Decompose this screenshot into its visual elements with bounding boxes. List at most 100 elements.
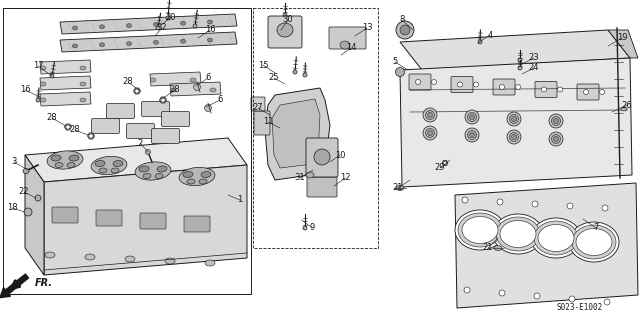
Text: 6: 6 <box>205 73 211 83</box>
Ellipse shape <box>493 214 543 254</box>
Polygon shape <box>608 30 638 58</box>
Circle shape <box>534 293 540 299</box>
Polygon shape <box>400 58 632 187</box>
Polygon shape <box>88 133 95 139</box>
Circle shape <box>552 135 561 144</box>
Ellipse shape <box>99 168 107 173</box>
Ellipse shape <box>127 41 131 46</box>
Ellipse shape <box>154 22 159 26</box>
Ellipse shape <box>165 258 175 264</box>
Ellipse shape <box>69 155 79 161</box>
Bar <box>253 8 378 248</box>
Circle shape <box>509 115 518 123</box>
Circle shape <box>602 205 608 211</box>
Circle shape <box>161 98 165 102</box>
Ellipse shape <box>143 174 151 179</box>
Ellipse shape <box>47 151 83 169</box>
Ellipse shape <box>125 256 135 262</box>
Ellipse shape <box>23 168 29 174</box>
Circle shape <box>518 66 522 70</box>
Circle shape <box>293 70 297 74</box>
Polygon shape <box>40 76 91 90</box>
Circle shape <box>474 82 479 87</box>
Circle shape <box>464 287 470 293</box>
Polygon shape <box>134 88 141 94</box>
Circle shape <box>465 110 479 124</box>
FancyBboxPatch shape <box>184 216 210 232</box>
FancyBboxPatch shape <box>251 97 265 111</box>
Circle shape <box>423 108 437 122</box>
FancyBboxPatch shape <box>96 210 122 226</box>
Ellipse shape <box>80 66 86 70</box>
FancyArrow shape <box>0 274 29 298</box>
Ellipse shape <box>55 162 63 167</box>
Circle shape <box>509 132 518 142</box>
FancyBboxPatch shape <box>307 177 337 197</box>
Ellipse shape <box>135 162 171 180</box>
Circle shape <box>552 116 561 125</box>
Ellipse shape <box>210 88 216 92</box>
Circle shape <box>36 98 40 102</box>
Circle shape <box>89 134 93 138</box>
Ellipse shape <box>40 66 46 70</box>
Circle shape <box>532 201 538 207</box>
Circle shape <box>554 137 559 142</box>
Circle shape <box>135 89 139 93</box>
Circle shape <box>145 150 150 154</box>
Circle shape <box>518 58 522 62</box>
Ellipse shape <box>396 186 404 190</box>
Ellipse shape <box>180 21 186 25</box>
FancyBboxPatch shape <box>254 111 270 135</box>
Polygon shape <box>25 138 247 182</box>
Ellipse shape <box>111 168 119 173</box>
Circle shape <box>511 135 516 139</box>
Polygon shape <box>60 32 237 52</box>
Ellipse shape <box>95 160 105 167</box>
FancyBboxPatch shape <box>493 79 515 95</box>
Circle shape <box>478 40 482 44</box>
Circle shape <box>205 105 211 112</box>
Circle shape <box>465 128 479 142</box>
Circle shape <box>35 195 41 201</box>
Text: 19: 19 <box>617 33 627 42</box>
Circle shape <box>584 90 589 94</box>
Text: 28: 28 <box>70 125 80 135</box>
Text: 27: 27 <box>253 103 263 113</box>
Text: 20: 20 <box>166 12 176 21</box>
Ellipse shape <box>51 155 61 161</box>
FancyBboxPatch shape <box>92 118 120 133</box>
Text: 8: 8 <box>399 16 404 25</box>
Text: S023-E1002: S023-E1002 <box>557 303 603 313</box>
Ellipse shape <box>72 44 77 48</box>
FancyBboxPatch shape <box>577 84 599 100</box>
Circle shape <box>426 129 435 137</box>
Text: 30: 30 <box>283 16 293 25</box>
Circle shape <box>470 132 474 137</box>
Ellipse shape <box>458 213 502 247</box>
Ellipse shape <box>462 217 498 243</box>
Polygon shape <box>40 92 91 106</box>
Ellipse shape <box>127 24 131 28</box>
Ellipse shape <box>190 78 196 82</box>
Circle shape <box>166 16 170 20</box>
Polygon shape <box>455 183 638 308</box>
Ellipse shape <box>534 221 578 255</box>
FancyBboxPatch shape <box>306 138 338 177</box>
Circle shape <box>600 90 605 94</box>
Circle shape <box>499 290 505 296</box>
Text: 13: 13 <box>362 24 372 33</box>
Circle shape <box>467 130 477 139</box>
Circle shape <box>156 26 160 30</box>
Circle shape <box>569 296 575 302</box>
Ellipse shape <box>99 25 104 29</box>
Circle shape <box>499 85 504 90</box>
Ellipse shape <box>45 252 55 258</box>
Ellipse shape <box>569 222 619 262</box>
FancyBboxPatch shape <box>106 103 134 118</box>
Ellipse shape <box>85 254 95 260</box>
Text: 5: 5 <box>392 57 397 66</box>
Text: 28: 28 <box>170 85 180 94</box>
FancyBboxPatch shape <box>127 123 154 138</box>
Ellipse shape <box>40 98 46 102</box>
Text: 12: 12 <box>340 174 350 182</box>
